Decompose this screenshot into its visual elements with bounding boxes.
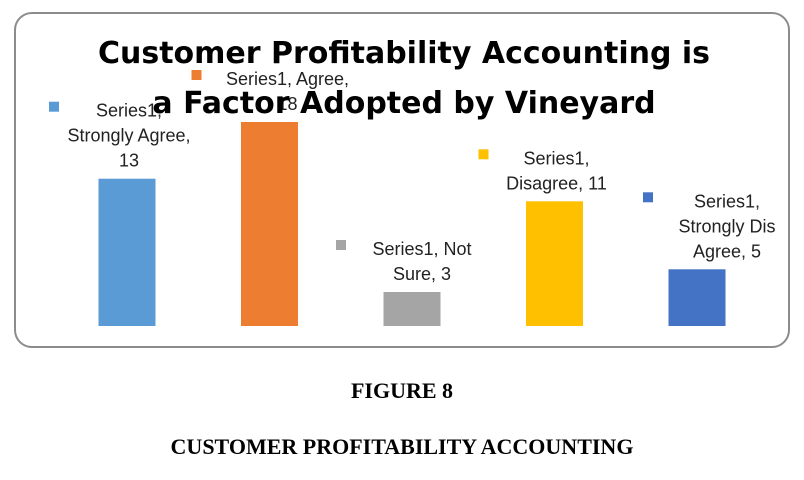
chart-title-line-1: Customer Profitability Accounting is (98, 36, 710, 71)
bar-strongly-dis-agree (668, 269, 726, 326)
data-label-strongly-agree: Series1, Strongly Agree, 13 (49, 101, 191, 171)
data-label-line: Series1, (523, 148, 589, 168)
legend-key-marker (643, 192, 653, 203)
figure-caption: CUSTOMER PROFITABILITY ACCOUNTING (170, 434, 634, 459)
chart-title-line-2: a Factor Adopted by Vineyard (152, 86, 655, 121)
data-label-line: Series1, Not (372, 239, 471, 259)
data-label-line: Strongly Agree, (67, 126, 190, 146)
data-label-disagree: Series1, Disagree, 11 (478, 148, 607, 193)
data-label-line: Disagree, 11 (506, 173, 607, 193)
legend-key-marker (478, 149, 489, 160)
bar-agree (241, 122, 298, 326)
data-label-line: Series1, (694, 191, 760, 211)
bar-disagree (526, 201, 583, 326)
bar-strongly-agree (98, 178, 156, 326)
legend-key-marker (336, 240, 346, 250)
figure-number: FIGURE 8 (350, 378, 454, 403)
bar-chart: Series1, Strongly Agree, 13 Series1, Agree,… (49, 36, 776, 326)
data-label-line: 13 (119, 151, 139, 171)
bar-not-sure (383, 292, 441, 326)
data-label-strongly-dis-agree: Series1, Strongly Dis Agree, 5 (643, 191, 776, 261)
data-label-line: Series1, Agree, (226, 69, 349, 89)
bars-layer (98, 122, 726, 326)
data-label-line: Sure, 3 (393, 264, 451, 284)
data-label-line: Series1, (96, 101, 162, 121)
data-label-line: Agree, 5 (693, 241, 761, 261)
data-label-not-sure: Series1, Not Sure, 3 (336, 239, 472, 284)
chart-title: Customer Profitability Accounting is a F… (98, 36, 710, 121)
data-label-agree: Series1, Agree, 18 (191, 69, 349, 114)
data-label-line: 18 (277, 94, 297, 114)
legend-key-marker (191, 70, 202, 80)
data-labels-layer: Series1, Strongly Agree, 13 Series1, Agree,… (49, 69, 776, 284)
data-label-line: Strongly Dis (678, 216, 775, 236)
legend-key-marker (49, 101, 59, 112)
